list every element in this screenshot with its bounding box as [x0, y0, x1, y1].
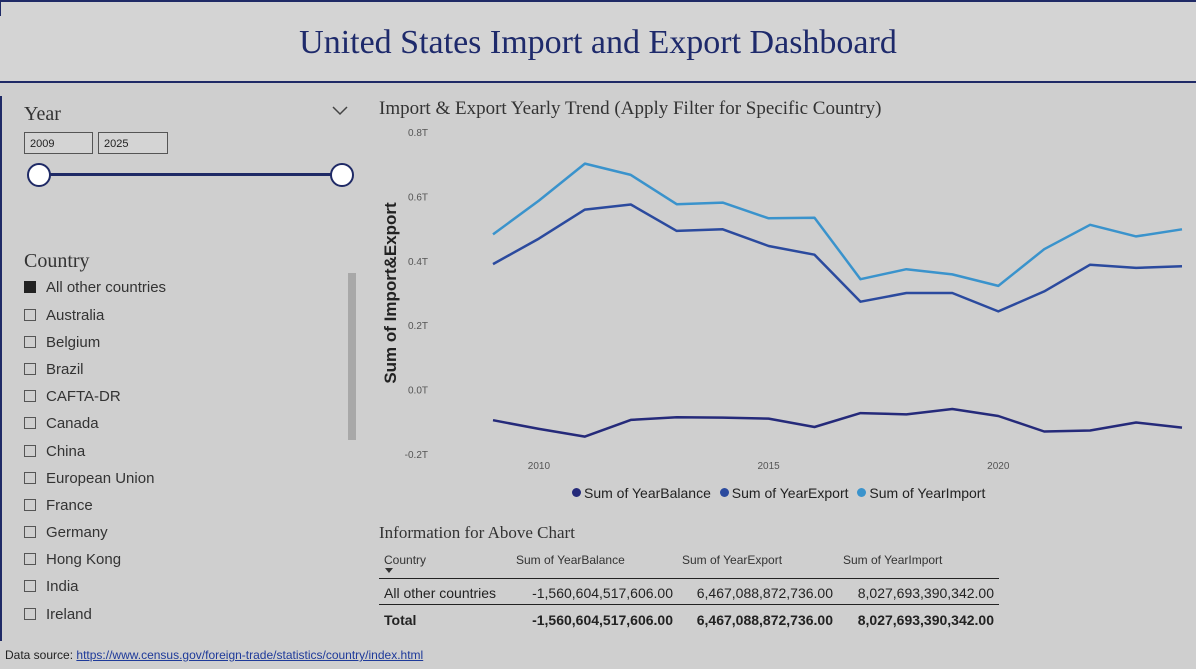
checkbox-icon[interactable]	[24, 390, 36, 402]
year-slider-track[interactable]	[38, 173, 341, 176]
x-tick-label: 2010	[528, 461, 551, 472]
header-tick	[0, 2, 1, 16]
country-slicer-label: Country	[24, 250, 90, 272]
year-slicer-label: Year	[24, 103, 61, 125]
legend-item[interactable]: Sum of YearBalance	[572, 485, 711, 501]
country-item[interactable]: Australia	[24, 307, 324, 327]
chart-legend: Sum of YearBalance Sum of YearExport Sum…	[572, 485, 990, 501]
checkbox-icon[interactable]	[24, 472, 36, 484]
data-source-label: Data source:	[5, 648, 74, 662]
table-total-import: 8,027,693,390,342.00	[857, 612, 994, 628]
year-start-input[interactable]: 2009	[24, 132, 93, 154]
country-list-scrollbar[interactable]	[348, 273, 356, 440]
table-cell-balance: -1,560,604,517,606.00	[532, 585, 673, 601]
checkbox-icon[interactable]	[24, 580, 36, 592]
table-total-export: 6,467,088,872,736.00	[696, 612, 833, 628]
checkbox-icon[interactable]	[24, 608, 36, 620]
checkbox-icon[interactable]	[24, 309, 36, 321]
country-item[interactable]: European Union	[24, 470, 324, 490]
country-item[interactable]: China	[24, 443, 324, 463]
country-item[interactable]: Belgium	[24, 334, 324, 354]
country-item[interactable]: Brazil	[24, 361, 324, 381]
legend-dot-icon	[719, 488, 729, 497]
country-item[interactable]: France	[24, 497, 324, 517]
series-line[interactable]	[492, 407, 1183, 438]
country-item[interactable]: CAFTA-DR	[24, 388, 324, 408]
y-tick-label: -0.2T	[405, 450, 428, 461]
checkbox-icon[interactable]	[24, 281, 36, 293]
country-item[interactable]: Canada	[24, 415, 324, 435]
legend-item[interactable]: Sum of YearImport	[857, 485, 985, 501]
table-title: Information for Above Chart	[379, 523, 575, 542]
country-item[interactable]: Hong Kong	[24, 551, 324, 571]
y-tick-label: 0.4T	[408, 257, 428, 268]
series-line[interactable]	[492, 203, 1183, 313]
checkbox-icon[interactable]	[24, 445, 36, 457]
table-cell-import: 8,027,693,390,342.00	[857, 585, 994, 601]
series-line[interactable]	[492, 162, 1183, 288]
country-item[interactable]: Ireland	[24, 606, 324, 626]
year-slider-start-handle[interactable]	[27, 163, 51, 187]
country-item[interactable]: All other countries	[24, 279, 324, 299]
data-source-footer: Data source: https://www.census.gov/fore…	[5, 648, 423, 662]
x-tick-label: 2020	[987, 461, 1010, 472]
dashboard-title: United States Import and Export Dashboar…	[299, 24, 897, 61]
y-tick-label: 0.0T	[408, 386, 428, 397]
year-end-input[interactable]: 2025	[98, 132, 168, 154]
legend-dot-icon	[572, 488, 581, 497]
table-cell-export: 6,467,088,872,736.00	[696, 585, 833, 601]
legend-dot-icon	[857, 488, 867, 497]
table-total-label: Total	[384, 612, 417, 628]
dashboard-header: United States Import and Export Dashboar…	[0, 0, 1196, 83]
y-axis-label: Sum of Import&Export	[381, 202, 400, 384]
chevron-down-icon[interactable]	[332, 104, 348, 116]
year-slider-end-handle[interactable]	[330, 163, 354, 187]
table-header-divider	[379, 578, 999, 579]
table-total-divider	[379, 604, 999, 605]
checkbox-icon[interactable]	[24, 336, 36, 348]
table-header-export[interactable]: Sum of YearExport	[682, 553, 783, 567]
table-cell-country: All other countries	[384, 585, 497, 601]
country-item[interactable]: India	[24, 578, 324, 598]
chart-title: Import & Export Yearly Trend (Apply Filt…	[379, 98, 882, 119]
table-header-balance[interactable]: Sum of YearBalance	[516, 553, 625, 567]
country-item[interactable]: Germany	[24, 524, 324, 544]
legend-item[interactable]: Sum of YearExport	[719, 485, 849, 501]
sort-down-icon[interactable]	[385, 568, 393, 573]
y-tick-label: 0.8T	[408, 128, 428, 139]
table-header-country[interactable]: Country	[384, 553, 427, 567]
table-header-import[interactable]: Sum of YearImport	[843, 553, 943, 567]
checkbox-icon[interactable]	[24, 499, 36, 511]
checkbox-icon[interactable]	[24, 417, 36, 429]
slicer-panel	[0, 96, 362, 641]
checkbox-icon[interactable]	[24, 553, 36, 565]
table-total-balance: -1,560,604,517,606.00	[532, 612, 673, 628]
checkbox-icon[interactable]	[24, 363, 36, 375]
x-tick-label: 2015	[757, 461, 780, 472]
data-source-link[interactable]: https://www.census.gov/foreign-trade/sta…	[76, 648, 424, 662]
y-tick-label: 0.2T	[408, 321, 428, 332]
y-tick-label: 0.6T	[408, 192, 428, 203]
checkbox-icon[interactable]	[24, 526, 36, 538]
